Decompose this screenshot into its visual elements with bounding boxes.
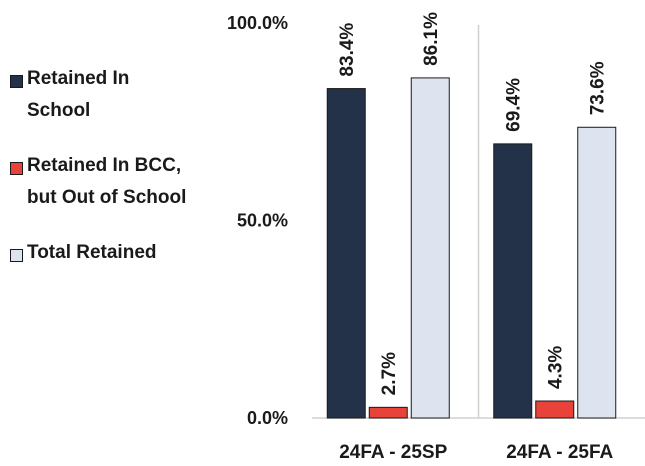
bar: [327, 89, 365, 418]
bar: [536, 401, 574, 418]
data-label: 73.6%: [588, 61, 609, 115]
bar: [578, 127, 616, 418]
data-label: 86.1%: [421, 12, 442, 66]
x-category-label: 24FA - 25FA: [506, 442, 613, 463]
y-tick-label: 100.0%: [227, 13, 288, 33]
data-label: 83.4%: [337, 23, 358, 77]
data-label: 69.4%: [504, 78, 525, 132]
data-label: 2.7%: [379, 352, 400, 395]
x-category-label: 24FA - 25SP: [339, 442, 447, 463]
y-tick-label: 50.0%: [237, 211, 288, 231]
data-label: 4.3%: [546, 346, 567, 389]
bar: [411, 78, 449, 418]
y-tick-label: 0.0%: [247, 408, 288, 428]
bar: [369, 407, 407, 418]
bar: [494, 144, 532, 418]
